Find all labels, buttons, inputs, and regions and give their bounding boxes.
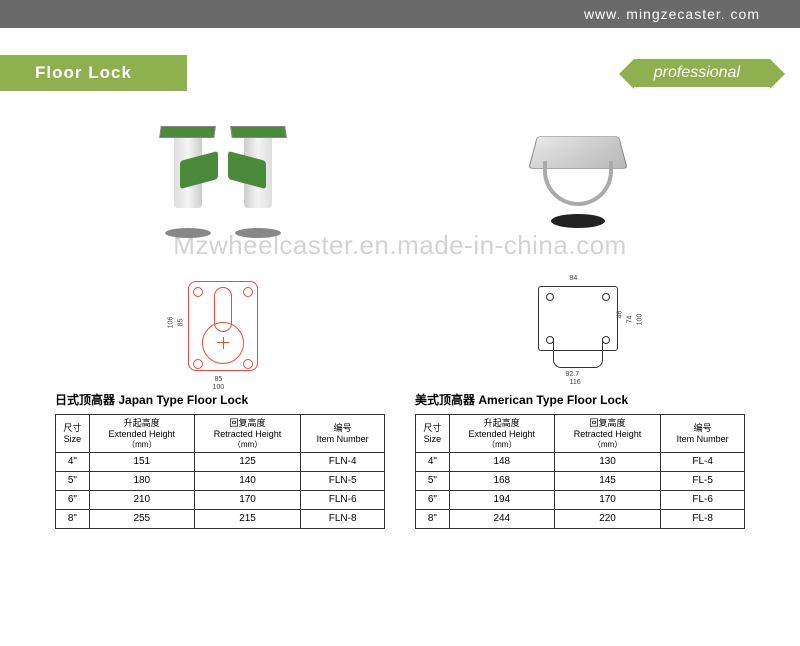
jp-cell-1-0: 5"	[56, 472, 90, 491]
am-cell-2-2: 170	[554, 491, 660, 510]
jp-cell-3-3: FLN-8	[301, 510, 385, 529]
am-dim-h-mid: 46	[616, 311, 623, 319]
am-dim-h-inner: 74	[626, 316, 633, 324]
am-title-cn: 美式顶高器	[415, 393, 475, 407]
table-row: 8"244220FL-8	[416, 510, 745, 529]
am-dim-w-inner: 92.7	[566, 371, 580, 378]
jp-dim-h-inner: 85	[177, 318, 184, 326]
am-dim-w-outer: 116	[570, 379, 581, 386]
table-row: 6"194170FL-6	[416, 491, 745, 510]
japan-floor-lock-image-1	[158, 126, 218, 246]
product-images-row	[0, 111, 800, 261]
page-title: Floor Lock	[0, 55, 187, 91]
table-row: 5"180140FLN-5	[56, 472, 385, 491]
am-cell-0-3: FL-4	[661, 453, 745, 472]
am-cell-1-3: FL-5	[661, 472, 745, 491]
am-col-3: 编号Item Number	[661, 415, 745, 453]
am-cell-3-0: 8"	[416, 510, 450, 529]
am-cell-2-1: 194	[449, 491, 554, 510]
header-url: www. mingzecaster. com	[584, 6, 760, 22]
am-cell-3-1: 244	[449, 510, 554, 529]
jp-cell-2-0: 6"	[56, 491, 90, 510]
jp-title-en: Japan Type Floor Lock	[118, 393, 248, 407]
jp-cell-0-0: 4"	[56, 453, 90, 472]
american-table-title: 美式顶高器 American Type Floor Lock	[415, 391, 745, 408]
japan-floor-lock-image-2	[228, 126, 288, 246]
am-col-1: 升起高度Extended Height（mm）	[449, 415, 554, 453]
diagrams-row: 106 85 85 100 84 100 74 46 92.7 116	[0, 271, 800, 386]
am-dim-h-outer: 100	[636, 314, 643, 326]
am-col-2: 回复高度Retracted Height（mm）	[554, 415, 660, 453]
am-dim-top: 84	[570, 275, 578, 282]
am-cell-2-3: FL-6	[661, 491, 745, 510]
jp-dim-w-outer: 100	[213, 384, 225, 391]
japan-technical-diagram: 106 85 85 100	[173, 279, 273, 379]
am-cell-3-2: 220	[554, 510, 660, 529]
jp-col-2: 回复高度Retracted Height（mm）	[194, 415, 300, 453]
jp-cell-0-3: FLN-4	[301, 453, 385, 472]
am-cell-2-0: 6"	[416, 491, 450, 510]
am-cell-3-3: FL-8	[661, 510, 745, 529]
jp-cell-3-1: 255	[89, 510, 194, 529]
table-row: 4"148130FL-4	[416, 453, 745, 472]
american-spec-table: 尺寸Size升起高度Extended Height（mm）回复高度Retract…	[415, 414, 745, 529]
jp-cell-1-3: FLN-5	[301, 472, 385, 491]
jp-cell-3-0: 8"	[56, 510, 90, 529]
jp-cell-0-2: 125	[194, 453, 300, 472]
professional-ribbon: professional	[634, 59, 770, 87]
japan-diagram-cell: 106 85 85 100	[55, 271, 390, 386]
jp-cell-2-1: 210	[89, 491, 194, 510]
am-cell-0-1: 148	[449, 453, 554, 472]
jp-cell-1-2: 140	[194, 472, 300, 491]
table-row: 8"255215FLN-8	[56, 510, 385, 529]
jp-cell-0-1: 151	[89, 453, 194, 472]
american-floor-lock-image	[518, 126, 638, 246]
american-diagram-cell: 84 100 74 46 92.7 116	[410, 271, 745, 386]
jp-dim-w-inner: 85	[215, 376, 223, 383]
japan-table-block: 日式顶高器 Japan Type Floor Lock 尺寸Size升起高度Ex…	[55, 391, 385, 529]
table-row: 6"210170FLN-6	[56, 491, 385, 510]
japan-spec-table: 尺寸Size升起高度Extended Height（mm）回复高度Retract…	[55, 414, 385, 529]
jp-col-3: 编号Item Number	[301, 415, 385, 453]
jp-cell-2-3: FLN-6	[301, 491, 385, 510]
american-technical-diagram: 84 100 74 46 92.7 116	[518, 281, 638, 376]
japan-table-title: 日式顶高器 Japan Type Floor Lock	[55, 391, 385, 408]
am-cell-1-0: 5"	[416, 472, 450, 491]
american-table-block: 美式顶高器 American Type Floor Lock 尺寸Size升起高…	[415, 391, 745, 529]
am-cell-1-1: 168	[449, 472, 554, 491]
jp-cell-1-1: 180	[89, 472, 194, 491]
jp-cell-2-2: 170	[194, 491, 300, 510]
am-cell-1-2: 145	[554, 472, 660, 491]
am-title-en: American Type Floor Lock	[478, 393, 628, 407]
page-header: www. mingzecaster. com	[0, 0, 800, 28]
jp-col-0: 尺寸Size	[56, 415, 90, 453]
am-cell-0-0: 4"	[416, 453, 450, 472]
tables-row: 日式顶高器 Japan Type Floor Lock 尺寸Size升起高度Ex…	[0, 391, 800, 529]
jp-dim-h-outer: 106	[167, 316, 174, 328]
jp-col-1: 升起高度Extended Height（mm）	[89, 415, 194, 453]
am-col-0: 尺寸Size	[416, 415, 450, 453]
am-cell-0-2: 130	[554, 453, 660, 472]
japan-product-images	[55, 111, 390, 261]
table-row: 5"168145FL-5	[416, 472, 745, 491]
table-row: 4"151125FLN-4	[56, 453, 385, 472]
jp-cell-3-2: 215	[194, 510, 300, 529]
jp-title-cn: 日式顶高器	[55, 393, 115, 407]
title-row: Floor Lock professional	[0, 53, 800, 93]
american-product-image	[410, 111, 745, 261]
